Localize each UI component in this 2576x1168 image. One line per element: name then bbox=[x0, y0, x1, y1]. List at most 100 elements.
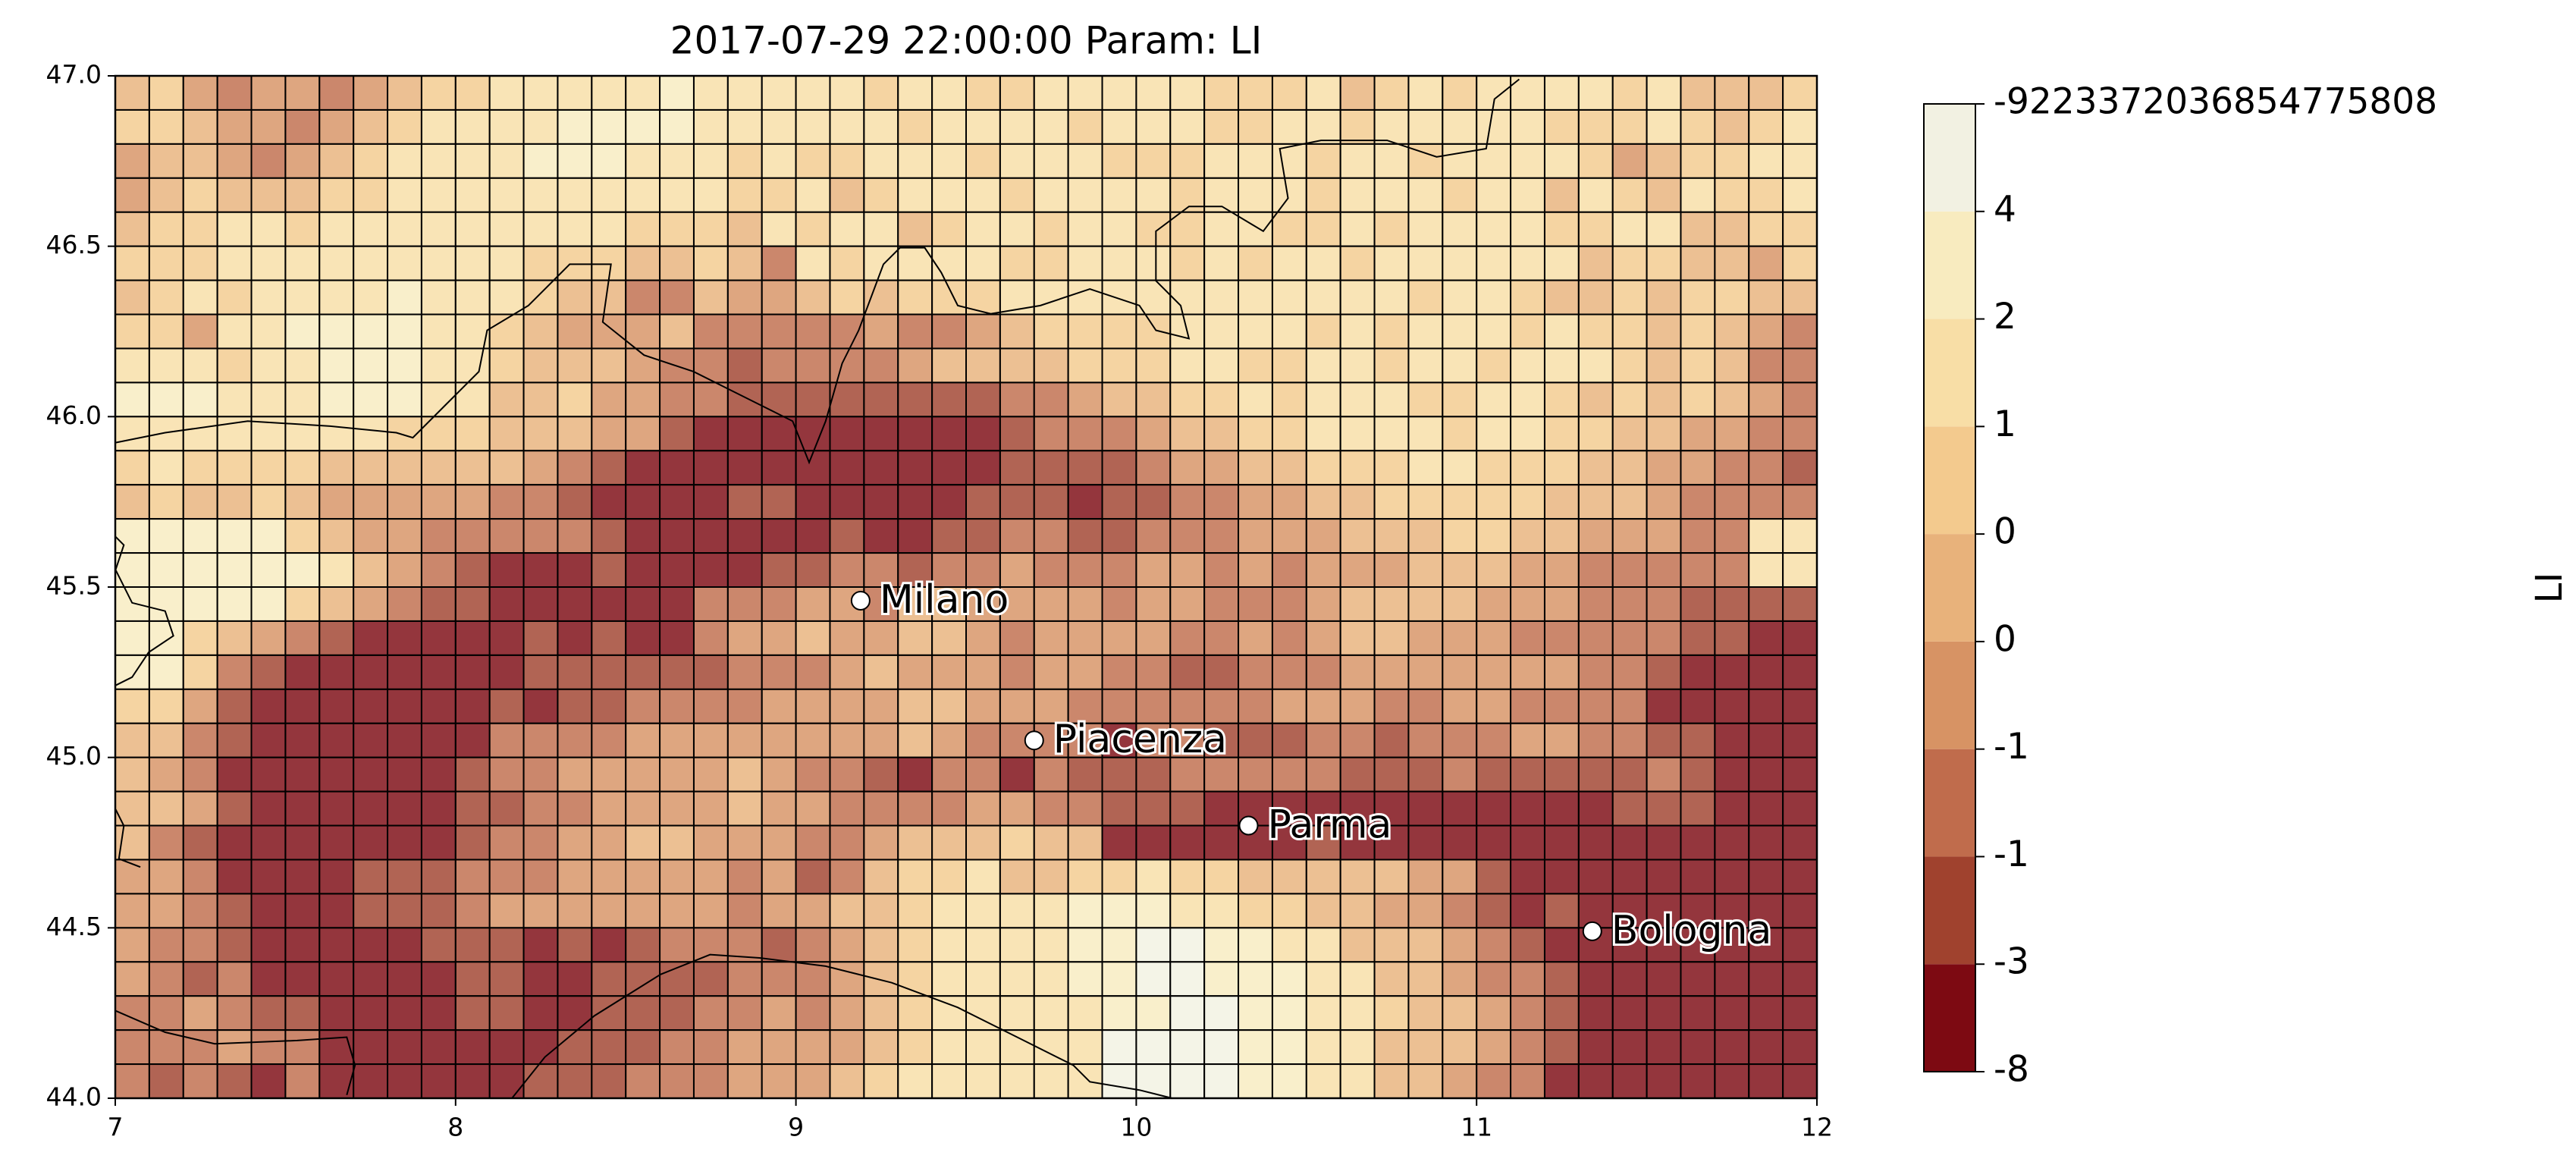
heatmap-cell bbox=[318, 688, 355, 724]
heatmap-cell bbox=[182, 484, 218, 520]
heatmap-cell bbox=[1373, 177, 1410, 213]
heatmap-cell bbox=[148, 790, 184, 827]
heatmap-cell bbox=[795, 108, 831, 145]
heatmap-cell bbox=[625, 790, 661, 827]
heatmap-cell bbox=[318, 347, 355, 384]
heatmap-cell bbox=[1510, 177, 1545, 213]
heatmap-cell bbox=[420, 484, 457, 520]
heatmap-cell bbox=[1135, 1063, 1172, 1099]
heatmap-cell bbox=[1373, 722, 1410, 758]
heatmap-cells bbox=[115, 75, 1818, 1099]
heatmap-cell bbox=[284, 859, 321, 895]
heatmap-cell bbox=[1577, 824, 1614, 861]
country-border bbox=[115, 809, 140, 867]
heatmap-cell bbox=[1067, 518, 1103, 554]
heatmap-cell bbox=[1271, 620, 1307, 656]
heatmap-cell bbox=[353, 961, 389, 997]
heatmap-cell bbox=[216, 756, 253, 793]
heatmap-cell bbox=[284, 927, 321, 963]
heatmap-cell bbox=[829, 722, 865, 758]
heatmap-cell bbox=[863, 75, 899, 111]
heatmap-cell bbox=[488, 143, 525, 179]
heatmap-cell bbox=[387, 347, 422, 384]
heatmap-cell bbox=[829, 1029, 865, 1066]
heatmap-cell bbox=[148, 143, 184, 179]
heatmap-cell bbox=[148, 211, 184, 247]
heatmap-cell bbox=[1748, 347, 1784, 384]
heatmap-cell bbox=[284, 1029, 321, 1066]
heatmap-cell bbox=[1203, 824, 1240, 861]
heatmap-cell bbox=[965, 1029, 1001, 1066]
heatmap-cell bbox=[353, 245, 389, 281]
heatmap-cell bbox=[1782, 961, 1818, 997]
heatmap-cell bbox=[148, 1063, 184, 1099]
heatmap-cell bbox=[1067, 790, 1103, 827]
heatmap-cell bbox=[1782, 108, 1818, 145]
heatmap-cell bbox=[488, 347, 525, 384]
heatmap-cell bbox=[726, 961, 763, 997]
heatmap-cell bbox=[1442, 75, 1478, 111]
heatmap-cell bbox=[1748, 893, 1784, 929]
heatmap-cell bbox=[250, 1029, 287, 1066]
heatmap-cell bbox=[387, 313, 422, 350]
heatmap-cell bbox=[182, 756, 218, 793]
heatmap-cell bbox=[1442, 143, 1478, 179]
heatmap-cell bbox=[522, 108, 559, 145]
heatmap-cell bbox=[863, 1063, 899, 1099]
heatmap-cell bbox=[557, 313, 593, 350]
heatmap-cell bbox=[659, 313, 695, 350]
heatmap-cell bbox=[284, 416, 321, 452]
heatmap-cell bbox=[625, 484, 661, 520]
heatmap-cell bbox=[1169, 211, 1206, 247]
heatmap-cell bbox=[488, 279, 525, 316]
heatmap-cell bbox=[1577, 995, 1614, 1031]
heatmap-cell bbox=[1169, 893, 1206, 929]
heatmap-cell bbox=[795, 75, 831, 111]
colorbar-swatch bbox=[1924, 104, 1975, 212]
heatmap-cell bbox=[250, 347, 287, 384]
heatmap-cell bbox=[488, 1029, 525, 1066]
heatmap-cell bbox=[1442, 450, 1478, 486]
heatmap-cell bbox=[999, 893, 1035, 929]
heatmap-cell bbox=[1033, 1063, 1069, 1099]
heatmap-cell bbox=[625, 859, 661, 895]
heatmap-cell bbox=[625, 75, 661, 111]
city-label: Parma bbox=[1268, 802, 1392, 848]
heatmap-cell bbox=[1782, 177, 1818, 213]
heatmap-cell bbox=[999, 756, 1035, 793]
heatmap-cell bbox=[387, 1063, 422, 1099]
heatmap-cell bbox=[931, 279, 967, 316]
heatmap-cell bbox=[1101, 245, 1137, 281]
heatmap-cell bbox=[250, 381, 287, 418]
heatmap-cell bbox=[1373, 995, 1410, 1031]
heatmap-cell bbox=[1510, 688, 1545, 724]
heatmap-cell bbox=[897, 824, 933, 861]
heatmap-cell bbox=[1782, 416, 1818, 452]
heatmap-cell bbox=[216, 245, 253, 281]
heatmap-cell bbox=[1442, 211, 1478, 247]
heatmap-cell bbox=[1680, 1029, 1716, 1066]
heatmap-cell bbox=[454, 586, 491, 622]
heatmap-cell bbox=[420, 722, 457, 758]
heatmap-cell bbox=[863, 620, 899, 656]
heatmap-cell bbox=[1101, 313, 1137, 350]
heatmap-cell bbox=[1577, 313, 1614, 350]
heatmap-cell bbox=[1680, 313, 1716, 350]
heatmap-cell bbox=[863, 313, 899, 350]
heatmap-cell bbox=[1646, 552, 1682, 588]
heatmap-cell bbox=[1407, 893, 1444, 929]
heatmap-cell bbox=[829, 1063, 865, 1099]
heatmap-cell bbox=[692, 995, 729, 1031]
heatmap-cell bbox=[522, 450, 559, 486]
heatmap-cell bbox=[625, 927, 661, 963]
heatmap-cell bbox=[115, 552, 150, 588]
heatmap-cell bbox=[1033, 177, 1069, 213]
x-tick-label: 12 bbox=[1801, 1113, 1833, 1142]
y-tick-label: 45.0 bbox=[46, 741, 102, 771]
heatmap-cell bbox=[1169, 347, 1206, 384]
heatmap-cell bbox=[557, 450, 593, 486]
heatmap-cell bbox=[148, 756, 184, 793]
heatmap-cell bbox=[1476, 245, 1512, 281]
heatmap-cell bbox=[1782, 279, 1818, 316]
heatmap-cell bbox=[1442, 790, 1478, 827]
